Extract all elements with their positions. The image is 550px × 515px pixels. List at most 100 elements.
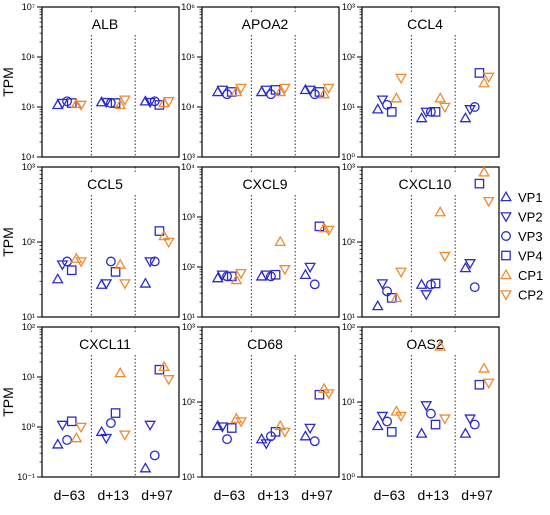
legend: VP1 VP2 VP3 VP4 CP1 CP2 bbox=[500, 190, 543, 303]
point-cp1 bbox=[390, 291, 403, 303]
panel-cd68: 10¹ 10² 10³ CD68 bbox=[182, 322, 340, 482]
point-cp2 bbox=[118, 279, 131, 290]
point-cp1 bbox=[318, 221, 330, 233]
title-backdrop bbox=[231, 333, 300, 353]
point-cp2 bbox=[395, 267, 407, 278]
y-tick-label: 10⁻¹ bbox=[17, 472, 35, 482]
point-vp1 bbox=[211, 419, 224, 431]
panel-cxcl10: 10¹ 10² 10³ CXCL10 bbox=[342, 162, 500, 322]
y-tick-label: 10² bbox=[22, 237, 35, 247]
point-vp4 bbox=[226, 423, 237, 433]
panel-frame bbox=[41, 6, 180, 158]
point-vp3 bbox=[469, 419, 480, 430]
point-vp4 bbox=[386, 426, 397, 437]
point-vp2 bbox=[100, 97, 113, 109]
x-tick-label: d−63 bbox=[54, 487, 86, 503]
y-tick-label: 10³ bbox=[182, 152, 195, 162]
point-vp4 bbox=[430, 419, 441, 430]
y-tick-label: 10⁶ bbox=[181, 2, 195, 12]
panel-title: CXCL9 bbox=[242, 176, 287, 192]
panel-title: APOA2 bbox=[242, 16, 289, 32]
y-tick-label: 10¹ bbox=[342, 312, 355, 322]
point-vp3 bbox=[149, 450, 160, 461]
point-vp4 bbox=[474, 68, 485, 78]
title-backdrop bbox=[71, 13, 140, 33]
y-tick-label: 10² bbox=[182, 262, 195, 272]
y-tick-label: 10² bbox=[342, 52, 355, 62]
panel-title: CXCL10 bbox=[399, 176, 452, 192]
x-tick-label: d+13 bbox=[417, 487, 449, 503]
point-vp2 bbox=[420, 401, 433, 412]
legend-marker-vp4 bbox=[501, 250, 511, 261]
panel-ccl5: 10¹ 10² 10³ CCL5 TPM bbox=[0, 162, 180, 322]
point-vp2 bbox=[464, 414, 477, 425]
point-vp1 bbox=[415, 427, 428, 438]
point-vp4 bbox=[154, 364, 165, 375]
point-vp2 bbox=[420, 107, 433, 118]
point-vp1 bbox=[371, 103, 384, 114]
panel-title: ALB bbox=[92, 16, 118, 32]
point-vp2 bbox=[376, 279, 389, 290]
panel-alb: 10⁴ 10⁵ 10⁶ 10⁷ ALB TPM bbox=[0, 2, 180, 162]
y-tick-label: 10² bbox=[182, 397, 195, 407]
point-cp2 bbox=[278, 83, 291, 95]
y-tick-label: 10¹ bbox=[342, 102, 355, 112]
panel-title: CD68 bbox=[247, 336, 283, 352]
y-axis-label: TPM bbox=[0, 227, 16, 257]
point-cp2 bbox=[118, 430, 131, 441]
x-tick-label: d+13 bbox=[257, 487, 289, 503]
point-vp3 bbox=[469, 102, 480, 112]
y-tick-label: 10⁶ bbox=[21, 52, 35, 62]
point-cp1 bbox=[434, 92, 447, 103]
point-cp1 bbox=[478, 362, 490, 373]
point-vp1 bbox=[299, 430, 312, 441]
point-cp2 bbox=[482, 72, 495, 84]
point-cp1 bbox=[158, 360, 170, 372]
point-vp3 bbox=[425, 408, 436, 419]
point-cp1 bbox=[390, 405, 403, 416]
point-vp1 bbox=[211, 271, 224, 283]
point-cp2 bbox=[162, 237, 175, 249]
point-cp1 bbox=[318, 382, 330, 394]
point-vp1 bbox=[255, 433, 268, 444]
title-backdrop bbox=[231, 173, 300, 193]
legend-label-vp3: VP3 bbox=[518, 229, 543, 244]
y-tick-label: 10¹ bbox=[182, 312, 195, 322]
point-vp4 bbox=[110, 408, 121, 418]
point-vp2 bbox=[304, 423, 317, 435]
point-cp1 bbox=[70, 97, 83, 109]
point-cp2 bbox=[438, 102, 451, 114]
panel-frame bbox=[41, 326, 180, 478]
point-vp2 bbox=[464, 259, 477, 270]
x-tick-label: d+13 bbox=[97, 487, 129, 503]
point-vp1 bbox=[459, 111, 472, 123]
point-vp3 bbox=[149, 256, 160, 267]
legend-label-cp1: CP1 bbox=[518, 268, 543, 283]
point-cp1 bbox=[478, 166, 490, 177]
point-vp2 bbox=[260, 439, 273, 450]
point-vp3 bbox=[382, 416, 393, 427]
point-cp2 bbox=[322, 389, 335, 400]
point-vp1 bbox=[299, 268, 312, 279]
panel-title: CCL4 bbox=[407, 16, 443, 32]
title-backdrop bbox=[391, 173, 460, 193]
point-vp1 bbox=[415, 278, 428, 289]
legend-marker-cp2 bbox=[500, 290, 512, 301]
point-vp2 bbox=[144, 97, 157, 109]
panel-frame bbox=[201, 166, 340, 318]
point-vp1 bbox=[95, 96, 108, 107]
x-tick-label: d+97 bbox=[141, 487, 173, 503]
point-cp2 bbox=[235, 417, 247, 428]
title-backdrop bbox=[231, 13, 300, 33]
point-cp1 bbox=[434, 340, 447, 351]
point-vp4 bbox=[66, 416, 77, 427]
panel-title: OAS2 bbox=[406, 336, 444, 352]
legend-label-vp4: VP4 bbox=[518, 249, 543, 264]
point-vp2 bbox=[144, 420, 157, 432]
y-axis-label: TPM bbox=[0, 67, 16, 97]
legend-label-cp2: CP2 bbox=[518, 288, 543, 303]
point-vp2 bbox=[304, 262, 317, 274]
y-tick-label: 10² bbox=[22, 322, 35, 332]
